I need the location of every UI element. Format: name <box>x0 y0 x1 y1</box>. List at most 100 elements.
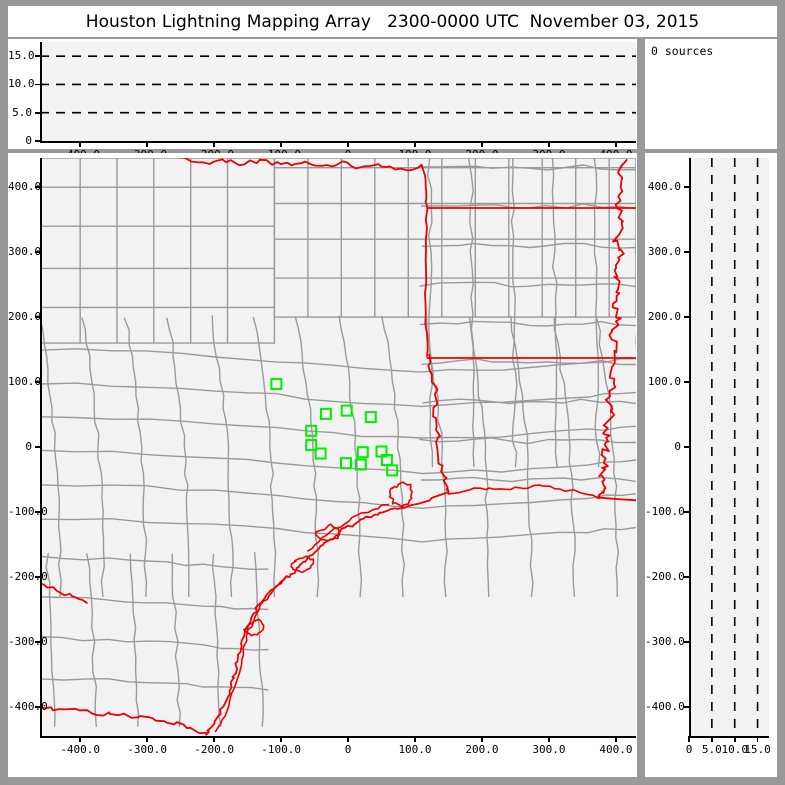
x-tick-label: 400.0 <box>599 743 633 756</box>
y-tick <box>684 576 690 578</box>
y-tick <box>684 316 690 318</box>
y-tick <box>35 316 41 318</box>
x-tick <box>481 736 483 742</box>
x-tick <box>146 736 148 742</box>
y-tick-label: 100.0 <box>8 375 42 389</box>
map-plot-area[interactable] <box>40 158 636 736</box>
y-tick <box>35 381 41 383</box>
x-tick-label: 5.0 <box>701 743 722 756</box>
x-tick <box>615 736 617 742</box>
x-tick-label: 15.0 <box>744 743 771 756</box>
y-tick <box>35 705 41 708</box>
y-tick-label: 100.0 <box>647 375 681 389</box>
y-tick-label: 300.0 <box>8 245 42 259</box>
y-tick-label: -300.0 <box>645 634 685 648</box>
lma-station-marker <box>356 446 369 459</box>
time-height-gridlines <box>40 55 636 114</box>
y-tick-label: 5.0 <box>12 105 32 119</box>
y-tick <box>35 576 41 578</box>
y-tick-label: 400.0 <box>8 180 42 194</box>
x-tick <box>280 141 282 147</box>
x-tick <box>615 141 617 147</box>
y-tick-label: -100.0 <box>645 504 685 518</box>
x-tick <box>548 141 550 147</box>
y-tick-label: 400.0 <box>647 180 681 194</box>
time-height-plot-area[interactable] <box>40 42 636 141</box>
y-tick <box>35 55 41 57</box>
y-tick-label: -400.0 <box>8 699 48 713</box>
x-tick-label: 10.0 <box>721 743 748 756</box>
y-tick-label: 300.0 <box>647 245 681 259</box>
y-tick-label: 0 <box>25 134 32 147</box>
x-tick-label: -300.0 <box>127 743 168 756</box>
y-tick <box>684 251 690 253</box>
x-tick <box>756 736 759 742</box>
y-tick-label: 0 <box>25 440 32 453</box>
y-tick <box>35 446 41 448</box>
height-histogram-plot-area[interactable] <box>689 158 769 736</box>
y-tick <box>35 140 41 142</box>
source-count-panel: 0 sources <box>645 39 777 149</box>
x-tick <box>414 141 416 147</box>
x-axis-line <box>40 141 636 143</box>
y-tick <box>684 641 690 643</box>
height-histogram-panel: -400.0 -300.0 -200.0 -100.0 0 100.0 200.0 300.0… <box>645 153 777 777</box>
x-tick <box>347 736 349 742</box>
x-tick-label: 200.0 <box>465 743 499 756</box>
x-tick-label: 300.0 <box>532 743 566 756</box>
map-panel: -400.0 -300.0 -200.0 -100.0 0 100.0 200.0 300.0… <box>8 153 637 777</box>
x-tick <box>280 736 282 742</box>
x-tick <box>548 736 550 742</box>
x-tick <box>79 141 81 147</box>
y-tick <box>684 186 690 189</box>
map-geography <box>40 158 636 736</box>
y-tick <box>684 381 690 383</box>
y-tick-label: -300.0 <box>8 634 48 648</box>
lma-station-marker <box>305 439 318 452</box>
y-tick-label: -100.0 <box>8 504 48 518</box>
x-tick-label: 100.0 <box>398 743 432 756</box>
x-tick <box>481 141 483 147</box>
time-height-panel: 05.010.015.0-400.0-300.0-200.0-100.00100… <box>8 39 637 161</box>
y-tick-label: 10.0 <box>8 77 35 91</box>
y-tick <box>35 83 41 86</box>
window-title-bar: Houston Lightning Mapping Array 2300-000… <box>8 6 777 37</box>
x-tick <box>688 736 690 742</box>
y-tick <box>35 111 41 114</box>
x-tick-label: 0 <box>685 743 693 756</box>
lma-station-marker <box>305 424 318 437</box>
page-title: Houston Lightning Mapping Array 2300-000… <box>85 11 700 32</box>
y-tick-label: -200.0 <box>645 569 685 583</box>
x-tick <box>347 141 349 147</box>
y-tick <box>35 186 41 189</box>
y-tick-label: 0 <box>674 440 681 453</box>
x-tick <box>79 736 81 742</box>
y-tick-label: 200.0 <box>647 310 681 324</box>
lma-station-marker <box>314 447 327 460</box>
y-tick <box>684 511 690 513</box>
x-tick <box>414 736 416 742</box>
lma-station-marker <box>270 378 283 390</box>
lma-station-marker <box>354 458 367 471</box>
lma-station-marker <box>364 411 377 424</box>
x-tick-label: -100.0 <box>261 743 301 756</box>
x-tick-label: 0 <box>344 743 352 756</box>
y-tick-label: 200.0 <box>8 310 42 324</box>
x-tick <box>711 736 713 742</box>
x-axis-line <box>40 736 636 738</box>
y-tick <box>684 705 690 708</box>
x-tick-label: -400.0 <box>60 743 101 756</box>
x-tick <box>733 736 736 742</box>
y-tick <box>35 641 41 643</box>
x-tick-label: -200.0 <box>194 743 234 756</box>
y-tick <box>35 251 41 253</box>
lma-station-marker <box>386 464 399 477</box>
x-tick <box>146 141 148 147</box>
x-axis-line <box>689 736 769 738</box>
y-axis-line <box>40 42 42 141</box>
y-tick-label: -400.0 <box>645 699 685 713</box>
lma-station-marker <box>340 404 353 417</box>
y-tick-label: 15.0 <box>8 49 35 63</box>
lma-station-marker <box>340 457 352 470</box>
